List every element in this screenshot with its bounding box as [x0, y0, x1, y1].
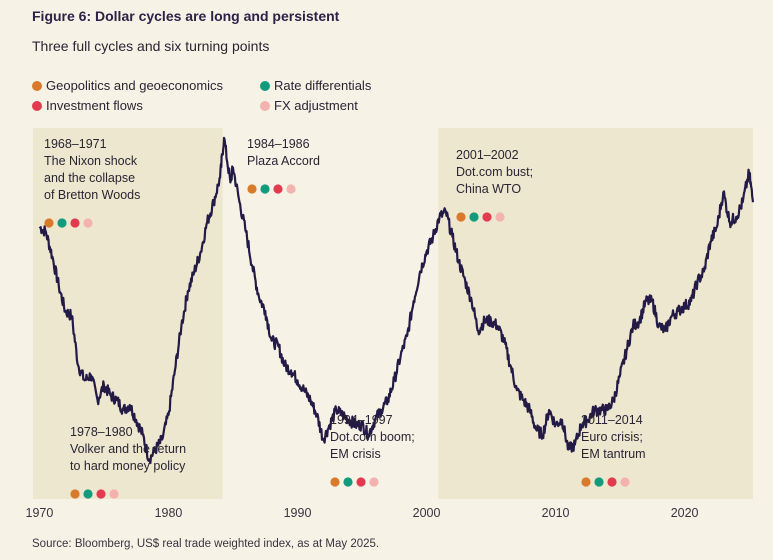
x-tick-1990: 1990 — [284, 506, 312, 520]
annotation-1994-1997: 1994–1997 Dot.com boom; EM crisis — [330, 413, 415, 487]
annotation-2011-2014: 2011–2014 Euro crisis; EM tantrum — [581, 413, 646, 487]
annotation-dot-fx-adjustment — [620, 477, 630, 487]
annotation-text-line: Volker and the return — [70, 442, 186, 456]
annotation-1984-1986: 1984–1986 Plaza Accord — [247, 137, 320, 194]
x-tick-2000: 2000 — [413, 506, 441, 520]
x-tick-2020: 2020 — [671, 506, 699, 520]
annotation-text-line: to hard money policy — [70, 459, 186, 473]
annotation-dot-rate-differentials — [343, 477, 353, 487]
annotation-2001-2002: 2001–2002 Dot.com bust; China WTO — [456, 148, 533, 222]
annotation-dot-investment-flows — [273, 184, 283, 194]
annotation-1968-1971: 1968–1971 The Nixon shock and the collapse… — [44, 137, 140, 228]
annotation-period: 1968–1971 — [44, 137, 107, 151]
legend-item-fx-adjustment: FX adjustment — [260, 98, 358, 113]
x-tick-1980: 1980 — [155, 506, 183, 520]
legend-label-fx-adjustment: FX adjustment — [274, 98, 358, 113]
annotation-dot-fx-adjustment — [495, 212, 505, 222]
chart-subtitle: Three full cycles and six turning points — [32, 38, 270, 54]
annotation-text-line: and the collapse — [44, 171, 135, 185]
shaded-period-2 — [438, 128, 753, 499]
annotation-dot-geopolitics — [330, 477, 340, 487]
legend-label-investment-flows: Investment flows — [46, 98, 143, 113]
chart-title: Figure 6: Dollar cycles are long and per… — [32, 8, 340, 24]
legend-dot-investment-flows — [32, 101, 42, 111]
annotation-dot-rate-differentials — [260, 184, 270, 194]
annotation-text-line: Dot.com boom; — [330, 430, 415, 444]
annotation-text-line: China WTO — [456, 182, 521, 196]
x-tick-2010: 2010 — [542, 506, 570, 520]
legend-item-geopolitics: Geopolitics and geoeconomics — [32, 78, 223, 93]
x-tick-1970: 1970 — [26, 506, 54, 520]
annotation-text-line: Plaza Accord — [247, 154, 320, 168]
source-note: Source: Bloomberg, US$ real trade weight… — [32, 538, 380, 550]
annotation-dot-geopolitics — [581, 477, 591, 487]
legend-label-rate-differentials: Rate differentials — [274, 78, 372, 93]
annotation-dot-geopolitics — [70, 489, 80, 499]
legend-item-rate-differentials: Rate differentials — [260, 78, 371, 93]
annotation-dot-fx-adjustment — [109, 489, 119, 499]
legend-dot-fx-adjustment — [260, 101, 270, 111]
legend-label-geopolitics: Geopolitics and geoeconomics — [46, 78, 224, 93]
annotation-dot-rate-differentials — [594, 477, 604, 487]
annotation-dot-investment-flows — [482, 212, 492, 222]
annotation-dot-investment-flows — [356, 477, 366, 487]
annotation-dot-investment-flows — [96, 489, 106, 499]
annotation-dot-fx-adjustment — [83, 218, 93, 228]
annotation-dot-fx-adjustment — [369, 477, 379, 487]
annotation-period: 2011–2014 — [581, 413, 643, 427]
annotation-dot-geopolitics — [247, 184, 257, 194]
legend-dot-geopolitics — [32, 81, 42, 91]
annotation-dot-geopolitics — [44, 218, 54, 228]
annotation-dot-investment-flows — [607, 477, 617, 487]
series-line-usd-index — [38, 136, 755, 465]
annotation-text-line: of Bretton Woods — [44, 188, 140, 202]
annotation-text-line: Euro crisis; — [581, 430, 643, 444]
annotation-dot-rate-differentials — [57, 218, 67, 228]
annotation-1978-1980: 1978–1980 Volker and the return to hard mo… — [70, 425, 186, 499]
annotation-dot-rate-differentials — [83, 489, 93, 499]
annotation-dot-investment-flows — [70, 218, 80, 228]
legend-item-investment-flows: Investment flows — [32, 98, 143, 113]
annotation-text-line: EM tantrum — [581, 447, 646, 461]
annotation-dot-rate-differentials — [469, 212, 479, 222]
annotation-text-line: The Nixon shock — [44, 154, 138, 168]
annotation-dot-fx-adjustment — [286, 184, 296, 194]
shaded-period-1 — [33, 128, 223, 499]
annotation-text-line: Dot.com bust; — [456, 165, 533, 179]
annotation-period: 1978–1980 — [70, 425, 133, 439]
annotation-period: 1984–1986 — [247, 137, 310, 151]
annotation-period: 1994–1997 — [330, 413, 393, 427]
annotation-text-line: EM crisis — [330, 447, 381, 461]
annotation-period: 2001–2002 — [456, 148, 519, 162]
annotation-dot-geopolitics — [456, 212, 466, 222]
legend-dot-rate-differentials — [260, 81, 270, 91]
